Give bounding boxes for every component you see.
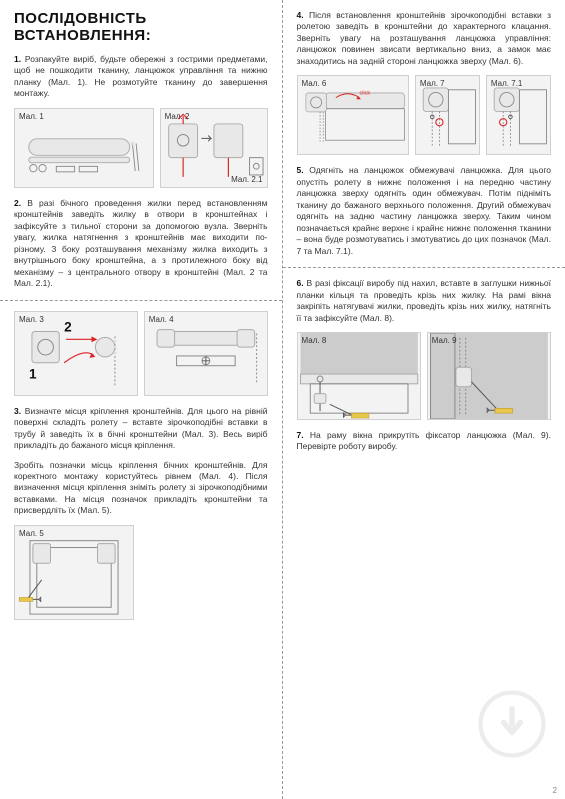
page-number: 2	[553, 786, 557, 795]
svg-text:2: 2	[64, 319, 72, 334]
step-2-body: В разі бічного проведення жилки перед вс…	[14, 198, 268, 288]
watermark-icon	[477, 689, 547, 759]
figure-4-label: Мал. 4	[149, 315, 174, 324]
figure-8-label: Мал. 8	[302, 336, 327, 345]
figure-2-label: Мал. 2	[165, 112, 190, 121]
step-3-num: 3.	[14, 406, 21, 416]
step-7-body: На раму вікна прикрутіть фіксатор ланцюж…	[297, 430, 551, 451]
step-3b-text: Зробіть позначки місць кріплення бічних …	[14, 460, 268, 517]
figure-9: Мал. 9	[427, 332, 551, 420]
fig-row-1: Мал. 1 Мал. 2 Мал. 2.1	[14, 108, 268, 188]
figure-3-svg: 1 2	[15, 312, 137, 395]
figure-3-label: Мал. 3	[19, 315, 44, 324]
step-1-body: Розпакуйте виріб, будьте обережні з гост…	[14, 54, 268, 98]
figure-5-label: Мал. 5	[19, 529, 44, 538]
page-title: ПОСЛІДОВНІСТЬ ВСТАНОВЛЕННЯ:	[14, 10, 268, 44]
step-6-text: 6. В разі фіксації виробу під нахил, вст…	[297, 278, 552, 324]
figure-2: Мал. 2 Мал. 2.1	[160, 108, 268, 188]
step-6-body: В разі фіксації виробу під нахил, вставт…	[297, 278, 552, 322]
right-separator	[283, 267, 565, 268]
step-4-text: 4. Після встановлення кронштейнів зірочк…	[297, 10, 552, 67]
step-5-num: 5.	[297, 165, 304, 175]
figure-9-label: Мал. 9	[432, 336, 457, 345]
figure-7-1: Мал. 7.1	[486, 75, 551, 155]
figure-9-svg	[428, 333, 550, 419]
figure-1: Мал. 1	[14, 108, 154, 188]
fig-row-5: Мал. 8 Мал. 9	[297, 332, 552, 420]
step-2-text: 2. В разі бічного проведення жилки перед…	[14, 198, 268, 290]
step-3-body: Визначте місця кріплення кронштейнів. Дл…	[14, 406, 268, 450]
click-label: click	[359, 91, 370, 97]
step-4-num: 4.	[297, 10, 304, 20]
step-5-body: Одягніть на ланцюжок обмежувачі ланцюжка…	[297, 165, 552, 255]
figure-5: Мал. 5	[14, 525, 134, 620]
figure-4-svg	[145, 312, 267, 395]
step-1-num: 1.	[14, 54, 21, 64]
figure-6: Мал. 6 click	[297, 75, 409, 155]
step-6-num: 6.	[297, 278, 304, 288]
figure-1-label: Мал. 1	[19, 112, 44, 121]
left-separator	[0, 300, 282, 301]
fig-row-4: Мал. 6 click Мал. 7	[297, 75, 552, 155]
figure-8: Мал. 8	[297, 332, 421, 420]
svg-text:1: 1	[29, 366, 37, 381]
figure-5-svg	[15, 526, 133, 619]
fig-row-3: Мал. 5	[14, 525, 268, 620]
figure-7: Мал. 7	[415, 75, 480, 155]
step-4-body: Після встановлення кронштейнів зірочкопо…	[297, 10, 552, 66]
left-column: ПОСЛІДОВНІСТЬ ВСТАНОВЛЕННЯ: 1. Розпакуйт…	[0, 0, 283, 799]
step-1-text: 1. Розпакуйте виріб, будьте обережні з г…	[14, 54, 268, 100]
page: ПОСЛІДОВНІСТЬ ВСТАНОВЛЕННЯ: 1. Розпакуйт…	[0, 0, 565, 799]
step-7-num: 7.	[297, 430, 304, 440]
figure-7-1-label: Мал. 7.1	[491, 79, 522, 88]
figure-3: Мал. 3 1 2	[14, 311, 138, 396]
step-3-text: 3. Визначте місця кріплення кронштейнів.…	[14, 406, 268, 452]
step-7-text: 7. На раму вікна прикрутіть фіксатор лан…	[297, 430, 552, 453]
figure-2-1-label: Мал. 2.1	[231, 175, 262, 184]
step-2-num: 2.	[14, 198, 21, 208]
figure-6-label: Мал. 6	[302, 79, 327, 88]
step-5-text: 5. Одягніть на ланцюжок обмежувачі ланцю…	[297, 165, 552, 257]
right-column: 4. Після встановлення кронштейнів зірочк…	[283, 0, 565, 799]
fig-row-2: Мал. 3 1 2 Мал. 4	[14, 311, 268, 396]
figure-7-label: Мал. 7	[420, 79, 445, 88]
figure-4: Мал. 4	[144, 311, 268, 396]
figure-8-svg	[298, 333, 420, 419]
